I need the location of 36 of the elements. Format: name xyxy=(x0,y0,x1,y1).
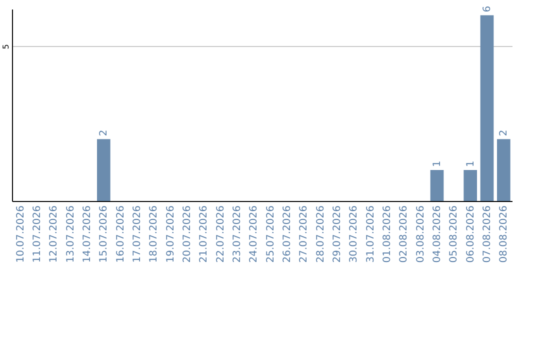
x-tick-label: 14.07.2026 xyxy=(82,206,93,263)
x-tick-label: 16.07.2026 xyxy=(115,206,126,263)
data-label: 6 xyxy=(482,6,493,12)
x-tick-label: 30.07.2026 xyxy=(348,206,360,263)
x-tick-label: 01.08.2026 xyxy=(382,206,393,263)
data-label: 2 xyxy=(98,130,110,136)
x-tick-label: 24.07.2026 xyxy=(248,206,260,263)
x-tick-label: 29.07.2026 xyxy=(332,206,343,263)
x-tick-label: 25.07.2026 xyxy=(265,206,276,263)
x-tick-label: 07.08.2026 xyxy=(482,206,493,263)
data-label: 1 xyxy=(465,160,476,168)
x-tick-label: 26.07.2026 xyxy=(282,206,293,263)
x-tick-label: 05.08.2026 xyxy=(448,206,460,263)
x-tick-label: 15.07.2026 xyxy=(98,206,110,263)
x-tick-label: 11.07.2026 xyxy=(32,206,43,263)
x-tick-label: 19.07.2026 xyxy=(165,206,176,263)
x-tick-label: 03.08.2026 xyxy=(415,206,426,263)
x-tick-label: 18.07.2026 xyxy=(148,206,160,263)
x-tick-label: 21.07.2026 xyxy=(198,206,210,263)
data-label: 2 xyxy=(498,130,510,136)
x-tick-label: 22.07.2026 xyxy=(215,206,226,263)
x-tick-label: 12.07.2026 xyxy=(48,206,60,263)
x-tick-label: 02.08.2026 xyxy=(398,206,410,263)
x-tick-label: 04.08.2026 xyxy=(432,206,443,263)
x-tick-label: 17.07.2026 xyxy=(132,206,143,263)
x-tick-label: 28.07.2026 xyxy=(315,206,326,263)
x-tick-label: 13.07.2026 xyxy=(65,206,76,263)
x-tick-label: 20.07.2026 xyxy=(182,206,193,263)
x-tick-label: 23.07.2026 xyxy=(232,206,243,263)
x-tick-label: 10.07.2026 xyxy=(15,206,26,263)
y-tick-label: 5 xyxy=(2,44,10,50)
data-label: 1 xyxy=(432,160,443,168)
x-tick-label: 27.07.2026 xyxy=(298,206,310,263)
x-tick-label: 08.08.2026 xyxy=(498,206,510,263)
x-tick-label: 31.07.2026 xyxy=(365,206,376,263)
x-tick-label: 06.08.2026 xyxy=(465,206,476,263)
